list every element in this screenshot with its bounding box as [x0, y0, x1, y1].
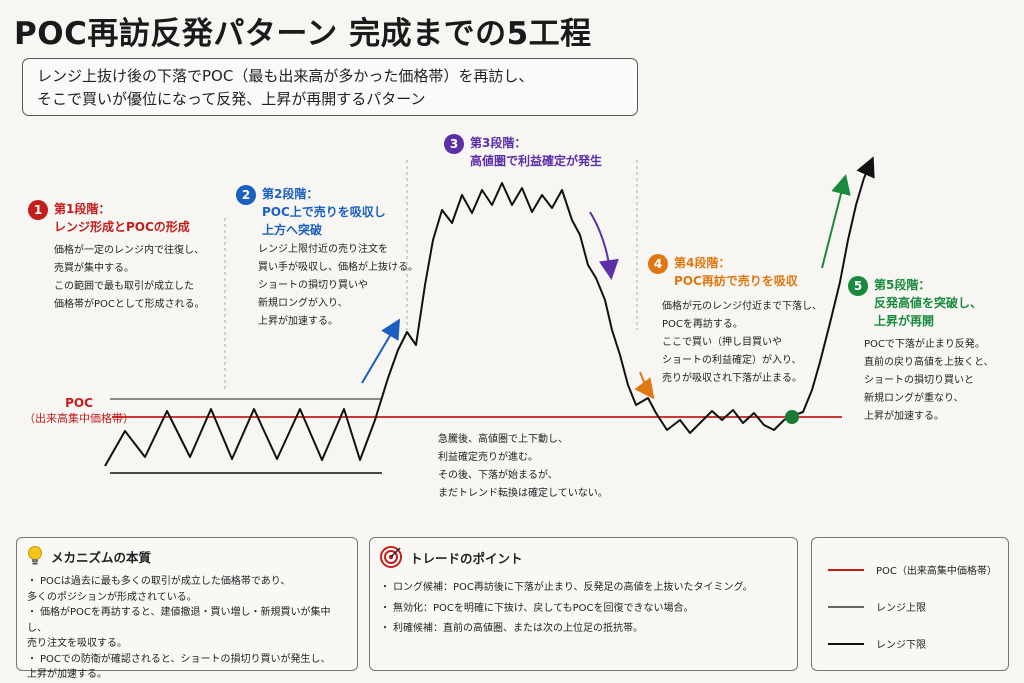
stage-5: 5 第5段階： 反発高値を突破し、 上昇が再開 POCで下落が止まり反発。 直前…	[848, 276, 994, 426]
mechanism-item-2: ・価格がPOCを再訪すると、建値撤退・買い増し・新規買いが集中し、 売り注文を吸…	[27, 607, 331, 649]
poc-label: POC （出来高集中価格帯）	[24, 396, 134, 426]
lightbulb-icon	[28, 546, 42, 565]
legend-item-lower: レンジ下限	[828, 636, 998, 651]
stage-4-title: 第4段階： POC再訪で売りを吸収	[674, 256, 798, 288]
breakout-arrow	[361, 318, 401, 384]
stage-5-number: 5	[848, 276, 868, 296]
legend-panel: POC（出来高集中価格帯） レンジ上限 レンジ下限	[811, 537, 1009, 671]
poc-label-main: POC	[65, 396, 93, 410]
stage-2-desc: レンジ上限付近の売り注文を 買い手が吸収し、価格が上抜ける。 ショートの損切り買…	[258, 244, 418, 327]
stage-3-number: 3	[444, 134, 464, 154]
rally-arrow	[821, 174, 851, 269]
subtitle-box: レンジ上抜け後の下落でPOC（最も出来高が多かった価格帯）を再訪し、 そこで買い…	[22, 58, 638, 116]
decline-arrow	[589, 211, 619, 280]
stage-4: 4 第4段階： POC再訪で売りを吸収 価格が元のレンジ付近まで下落し、 POC…	[648, 254, 822, 388]
poc-bounce-dot	[785, 410, 799, 424]
target-icon	[380, 546, 402, 568]
trade-panel: トレードのポイント ・ロング候補：POC再訪後に下落が止まり、反発足の高値を上抜…	[369, 537, 798, 671]
stage-5-title: 第5段階： 反発高値を突破し、 上昇が再開	[874, 278, 983, 328]
subtitle-line-2: そこで買いが優位になって反発、上昇が再開するパターン	[37, 90, 426, 108]
trade-item-1: ・ロング候補：POC再訪後に下落が止まり、反発足の高値を上抜いたタイミング。	[380, 582, 753, 593]
mid-note: 急騰後、高値圏で上下動し、 利益確定売りが進む。 その後、下落が始まるが、 まだ…	[438, 434, 608, 499]
stage-1-title: 第1段階： レンジ形成とPOCの形成	[54, 202, 190, 234]
mechanism-title: メカニズムの本質	[51, 549, 152, 565]
stage-1-number: 1	[28, 200, 48, 220]
mechanism-item-3: ・ POCでの防衛が確認されると、ショートの損切り買いが発生し、 上昇が加速する。	[27, 653, 331, 681]
legend-item-poc: POC（出来高集中価格帯）	[828, 562, 998, 577]
stage-1: 1 第1段階： レンジ形成とPOCの形成 価格が一定のレンジ内で往復し、 売買が…	[28, 200, 205, 314]
legend-item-upper: レンジ上限	[828, 599, 998, 614]
stage-3: 3 第3段階： 高値圏で利益確定が発生	[444, 134, 602, 170]
trade-item-2: ・無効化：POCを明確に下抜け、戻してもPOCを回復できない場合。	[380, 602, 694, 614]
stage-2-title: 第2段階： POC上で売りを吸収し 上方へ突破	[262, 187, 386, 237]
trade-title: トレードのポイント	[410, 550, 523, 566]
stage-4-desc: 価格が元のレンジ付近まで下落し、 POCを再訪する。 ここで買い（押し目買いや …	[662, 301, 822, 384]
poc-revisit-arrow	[634, 371, 655, 400]
price-arrow-head	[856, 156, 875, 179]
stage-1-desc: 価格が一定のレンジ内で往復し、 売買が集中する。 この範囲で最も取引が成立した …	[54, 245, 205, 310]
stage-2-number: 2	[236, 185, 256, 205]
stage-3-title: 第3段階： 高値圏で利益確定が発生	[470, 136, 603, 168]
subtitle-line-1: レンジ上抜け後の下落でPOC（最も出来高が多かった価格帯）を再訪し、	[37, 67, 534, 85]
poc-label-sub: （出来高集中価格帯）	[24, 412, 134, 425]
trade-item-3: ・利確候補：直前の高値圏、または次の上位足の抵抗帯。	[380, 623, 643, 634]
stage-5-desc: POCで下落が止まり反発。 直前の戻り高値を上抜くと、 ショートの損切り買いと …	[864, 339, 994, 422]
price-path	[104, 177, 865, 467]
stage-4-number: 4	[648, 254, 668, 274]
mechanism-item-1: ・ POCは過去に最も多くの取引が成立した価格帯であり、 多くのポジションが形成さ…	[27, 576, 291, 603]
mechanism-panel: メカニズムの本質 ・ POCは過去に最も多くの取引が成立した価格帯であり、 多くの…	[16, 537, 358, 680]
stage-2: 2 第2段階： POC上で売りを吸収し 上方へ突破 レンジ上限付近の売り注文を …	[236, 185, 418, 331]
page-title: POC再訪反発パターン 完成までの5工程	[14, 16, 592, 52]
